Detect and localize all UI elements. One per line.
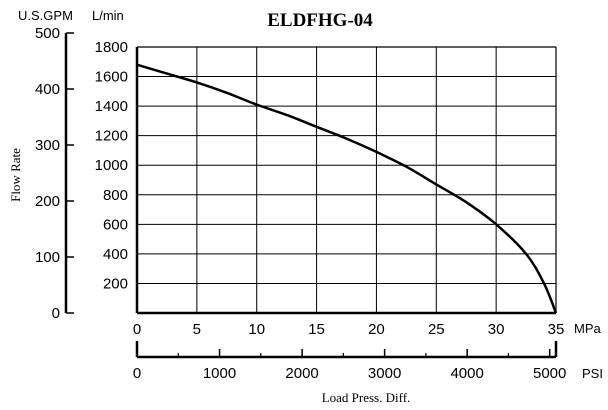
- x-tick-label-mpa: 0: [133, 321, 141, 338]
- y-tick-label-lmin: 1000: [95, 157, 128, 174]
- x-tick-label-mpa: 10: [248, 321, 265, 338]
- y-tick-label-lmin: 200: [103, 275, 128, 292]
- x-tick-label-mpa: 15: [308, 321, 325, 338]
- y-tick-label-lmin: 400: [103, 246, 128, 263]
- x-tick-label-psi: 2000: [285, 365, 318, 382]
- y-tick-label-gpm: 0: [52, 305, 60, 322]
- y-unit-lmin: L/min: [92, 8, 124, 23]
- x-unit-mpa: MPa: [574, 321, 602, 336]
- y-tick-label-gpm: 400: [35, 81, 60, 98]
- x-tick-label-mpa: 25: [428, 321, 445, 338]
- y-tick-label-lmin: 600: [103, 216, 128, 233]
- x-unit-psi: PSI: [582, 366, 603, 381]
- y-tick-label-gpm: 100: [35, 249, 60, 266]
- x-tick-label-psi: 1000: [203, 365, 236, 382]
- x-tick-label-psi: 3000: [368, 365, 401, 382]
- y-axis-label: Flow Rate: [8, 148, 23, 202]
- x-tick-label-mpa: 5: [193, 321, 201, 338]
- x-tick-label-mpa: 20: [368, 321, 385, 338]
- y-tick-label-gpm: 300: [35, 137, 60, 154]
- y-tick-label-lmin: 800: [103, 187, 128, 204]
- y-tick-label-gpm: 200: [35, 193, 60, 210]
- x-tick-label-psi: 5000: [533, 365, 566, 382]
- x-tick-label-mpa: 35: [548, 321, 565, 338]
- x-axis-label: Load Press. Diff.: [322, 390, 411, 405]
- y-unit-gpm: U.S.GPM: [18, 8, 73, 23]
- x-tick-label-psi: 4000: [450, 365, 483, 382]
- x-tick-label-mpa: 30: [488, 321, 505, 338]
- y-tick-label-lmin: 1400: [95, 98, 128, 115]
- y-tick-label-gpm: 500: [35, 25, 60, 42]
- flow-rate-curve: [136, 63, 558, 314]
- y-tick-label-lmin: 1800: [95, 39, 128, 56]
- chart-title: ELDFHG-04: [267, 10, 373, 31]
- x-tick-label-psi: 0: [133, 365, 141, 382]
- y-tick-label-lmin: 1200: [95, 128, 128, 145]
- y-tick-label-lmin: 1600: [95, 69, 128, 86]
